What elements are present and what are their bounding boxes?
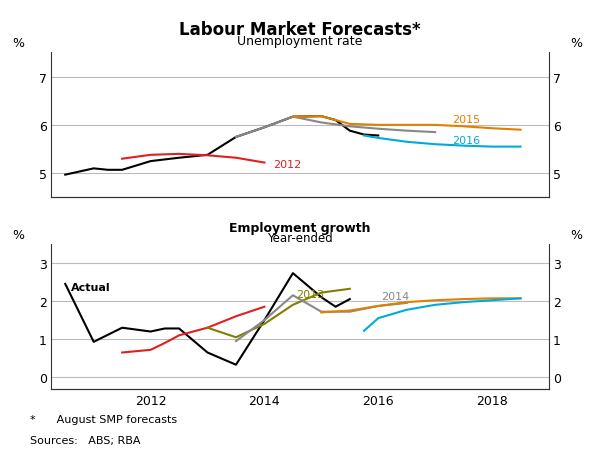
Text: 2013: 2013 — [296, 289, 324, 300]
Text: %: % — [571, 38, 583, 50]
Text: %: % — [13, 228, 25, 241]
Text: Employment growth: Employment growth — [229, 221, 371, 234]
Text: 2016: 2016 — [452, 136, 481, 146]
Text: 2012: 2012 — [273, 160, 301, 169]
Text: 2014: 2014 — [381, 292, 409, 301]
Text: 2015: 2015 — [452, 115, 481, 125]
Text: Unemployment rate: Unemployment rate — [238, 34, 362, 47]
Text: %: % — [571, 228, 583, 241]
Text: Labour Market Forecasts*: Labour Market Forecasts* — [179, 21, 421, 39]
Text: Year-ended: Year-ended — [267, 231, 333, 244]
Text: %: % — [13, 38, 25, 50]
Text: *      August SMP forecasts: * August SMP forecasts — [30, 414, 177, 425]
Text: Actual: Actual — [71, 282, 110, 292]
Text: Sources:   ABS; RBA: Sources: ABS; RBA — [30, 435, 140, 445]
